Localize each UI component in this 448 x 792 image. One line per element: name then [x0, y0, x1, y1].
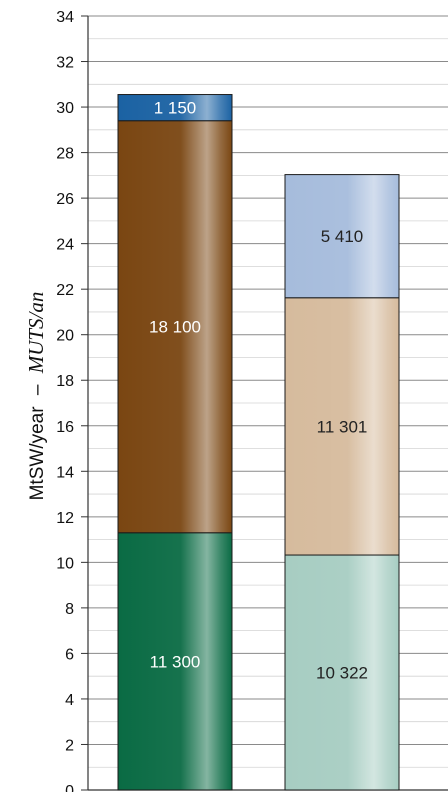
y-tick-label: 4: [65, 692, 74, 709]
bar-segment-shine: [118, 532, 232, 790]
y-tick-label: 6: [65, 646, 74, 663]
y-tick-label: 22: [56, 282, 74, 299]
bar-segment-outline: [117, 94, 233, 122]
bar-segment-shine: [285, 174, 399, 298]
y-tick-label: 16: [56, 419, 74, 436]
y-tick-label: 2: [65, 737, 74, 754]
y-tick-label: 30: [56, 100, 74, 117]
y-tick-label: 10: [56, 555, 74, 572]
bar-value-label: 1 150: [154, 99, 197, 118]
y-axis-title-separator: –: [27, 384, 48, 395]
y-tick-label: 24: [56, 237, 74, 254]
y-tick-label: 28: [56, 146, 74, 163]
bar-segment-shine: [285, 555, 399, 790]
y-tick-label: 18: [56, 373, 74, 390]
y-axis-title-main: MtSW/year: [27, 406, 48, 501]
bar-segment-shine: [285, 297, 399, 556]
bar-segment-shine: [118, 94, 232, 121]
bar-value-label: 10 322: [316, 664, 368, 683]
y-tick-label: 12: [56, 510, 74, 527]
y-tick-label: 8: [65, 601, 74, 618]
y-tick-label: 20: [56, 328, 74, 345]
bar-value-label: 18 100: [149, 318, 201, 337]
bar-value-label: 11 301: [317, 417, 368, 436]
bar-value-label: 11 300: [150, 652, 201, 671]
y-tick-label: 14: [56, 464, 74, 481]
y-tick-label: 32: [56, 55, 74, 72]
y-tick-label: 34: [56, 9, 74, 26]
y-axis-title: MtSW/year – MUTS/an: [24, 292, 48, 501]
bars: [117, 94, 400, 791]
bar-segment-outline: [284, 174, 400, 299]
y-tick-label: 26: [56, 191, 74, 208]
bar-segment-shine: [118, 120, 232, 533]
y-tick-label: 0: [65, 783, 74, 792]
bar-value-label: 5 410: [321, 227, 364, 246]
y-axis-title-alt: MUTS/an: [24, 292, 48, 375]
bar-labels: 11 300 18 100 1 150 10 322 11 301 5 410: [149, 99, 368, 683]
